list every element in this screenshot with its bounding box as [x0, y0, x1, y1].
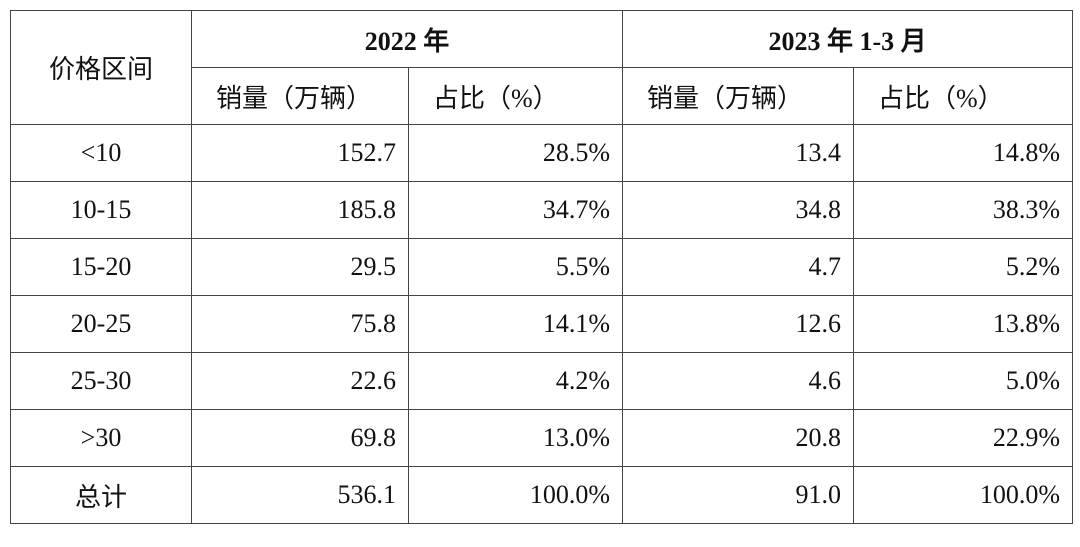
- row-label: 25-30: [10, 352, 192, 410]
- cell: 5.2%: [853, 238, 1074, 296]
- cell: 69.8: [191, 409, 409, 467]
- cell: 38.3%: [853, 181, 1074, 239]
- year-header: 2023 年 1-3 月: [622, 10, 1074, 68]
- cell: 12.6: [622, 295, 855, 353]
- column-header: 销量（万辆）: [191, 67, 409, 125]
- cell: 28.5%: [407, 124, 624, 182]
- row-label: >30: [10, 409, 192, 467]
- cell: 13.0%: [407, 409, 624, 467]
- row-label: 10-15: [10, 181, 192, 239]
- data-row: 总计 536.1 100.0% 91.0 100.0%: [10, 466, 1074, 524]
- cell: 4.2%: [407, 352, 624, 410]
- cell: 13.8%: [853, 295, 1074, 353]
- data-row: <10 152.7 28.5% 13.4 14.8%: [10, 124, 1074, 182]
- cell: 152.7: [191, 124, 409, 182]
- row-label: <10: [10, 124, 192, 182]
- cell: 100.0%: [853, 466, 1074, 524]
- table-body: 价格区间 2022 年 2023 年 1-3 月 销量（万辆） 占比（%） 销量…: [10, 10, 1074, 524]
- data-row: 25-30 22.6 4.2% 4.6 5.0%: [10, 352, 1074, 410]
- cell: 13.4: [622, 124, 855, 182]
- cell: 29.5: [191, 238, 409, 296]
- year-header: 2022 年: [190, 10, 624, 68]
- cell: 34.7%: [407, 181, 624, 239]
- column-header: 占比（%）: [407, 67, 624, 125]
- cell: 5.0%: [853, 352, 1074, 410]
- price-table: 价格区间 2022 年 2023 年 1-3 月 销量（万辆） 占比（%） 销量…: [10, 10, 1074, 524]
- cell: 22.9%: [853, 409, 1074, 467]
- cell: 4.6: [622, 352, 855, 410]
- data-row: >30 69.8 13.0% 20.8 22.9%: [10, 409, 1074, 467]
- header-cell: 价格区间: [10, 10, 192, 125]
- cell: 4.7: [622, 238, 855, 296]
- cell: 22.6: [191, 352, 409, 410]
- cell: 536.1: [191, 466, 409, 524]
- cell: 14.1%: [407, 295, 624, 353]
- cell: 5.5%: [407, 238, 624, 296]
- row-label: 15-20: [10, 238, 192, 296]
- row-label: 20-25: [10, 295, 192, 353]
- cell: 75.8: [191, 295, 409, 353]
- cell: 91.0: [622, 466, 855, 524]
- column-header: 销量（万辆）: [622, 67, 855, 125]
- cell: 34.8: [622, 181, 855, 239]
- column-header: 占比（%）: [853, 67, 1074, 125]
- header-row: 价格区间 2022 年 2023 年 1-3 月: [10, 10, 1074, 125]
- cell: 100.0%: [407, 466, 624, 524]
- data-row: 20-25 75.8 14.1% 12.6 13.8%: [10, 295, 1074, 353]
- cell: 20.8: [622, 409, 855, 467]
- cell: 185.8: [191, 181, 409, 239]
- data-row: 15-20 29.5 5.5% 4.7 5.2%: [10, 238, 1074, 296]
- row-label: 总计: [10, 466, 192, 524]
- cell: 14.8%: [853, 124, 1074, 182]
- data-row: 10-15 185.8 34.7% 34.8 38.3%: [10, 181, 1074, 239]
